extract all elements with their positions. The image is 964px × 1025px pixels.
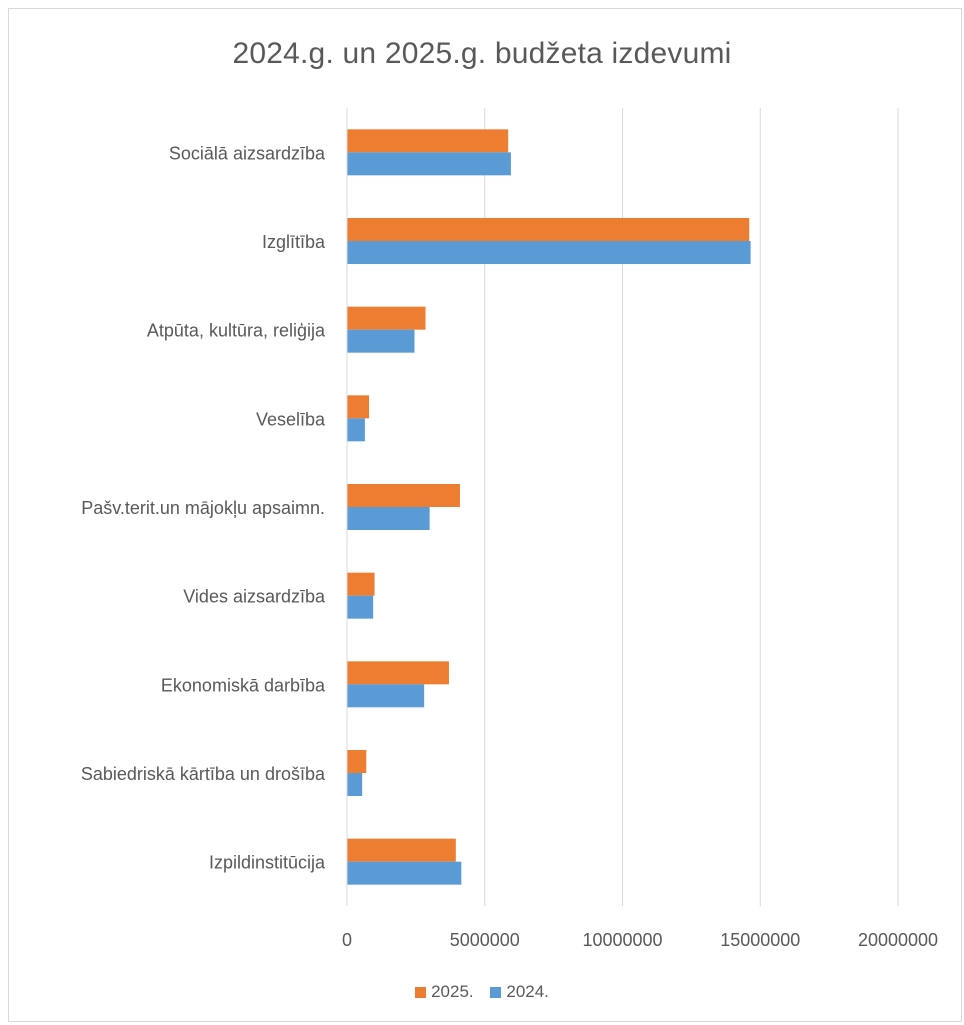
- x-tick-label: 15000000: [720, 930, 800, 950]
- bar-series-2025: [347, 750, 367, 773]
- bar-series-2024: [347, 684, 425, 708]
- category-label: Sabiedriskā kārtība un drošība: [81, 764, 326, 784]
- category-label: Vides aizsardzība: [183, 587, 326, 607]
- x-tick-label: 10000000: [582, 930, 662, 950]
- bar-series-2024: [347, 241, 751, 264]
- legend-label-2024: 2024.: [506, 982, 549, 1001]
- bar-series-2024: [347, 152, 511, 176]
- bar-series-2024: [347, 773, 363, 796]
- x-tick-label: 0: [342, 930, 352, 950]
- bar-series-2024: [347, 329, 415, 353]
- legend-label-2025: 2025.: [431, 982, 474, 1001]
- legend-item-2024: 2024.: [490, 982, 549, 1002]
- chart-title: 2024.g. un 2025.g. budžeta izdevumi: [232, 37, 732, 70]
- bar-series-2025: [347, 306, 426, 330]
- legend-swatch-2024: [490, 987, 502, 998]
- bar-series-2024: [347, 418, 365, 442]
- chart-legend: 2025. 2024.: [0, 982, 964, 1002]
- bar-series-2025: [347, 484, 460, 507]
- bar-series-2025: [347, 218, 750, 241]
- category-label: Izglītība: [262, 232, 326, 252]
- bar-series-2024: [347, 595, 374, 619]
- bar-series-2025: [347, 572, 375, 596]
- x-tick-label: 5000000: [450, 930, 520, 950]
- x-tick-label: 20000000: [858, 930, 938, 950]
- bar-series-2025: [347, 661, 449, 685]
- bar-series-2024: [347, 861, 462, 885]
- bar-series-2025: [347, 838, 456, 862]
- legend-swatch-2025: [415, 987, 427, 998]
- category-label: Izpildinstitūcija: [209, 853, 326, 873]
- legend-item-2025: 2025.: [415, 982, 474, 1002]
- category-label: Sociālā aizsardzība: [169, 143, 326, 163]
- category-label: Veselība: [256, 409, 326, 429]
- category-label: Ekonomiskā darbība: [161, 675, 326, 695]
- bar-series-2024: [347, 507, 430, 530]
- category-label: Atpūta, kultūra, reliģija: [147, 321, 326, 341]
- bar-series-2025: [347, 395, 370, 419]
- category-label: Pašv.terit.un mājokļu apsaimn.: [81, 498, 325, 518]
- bar-series-2025: [347, 129, 509, 153]
